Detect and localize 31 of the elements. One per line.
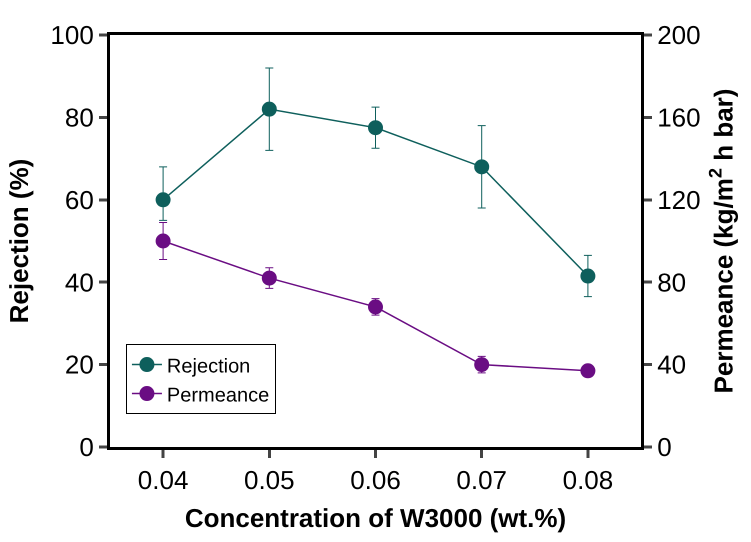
y2-tick-label: 200	[657, 20, 701, 50]
point	[368, 299, 383, 314]
point	[262, 270, 277, 286]
x-tick-label: 0.05	[244, 465, 295, 496]
x-tick-label: 0.04	[138, 465, 188, 496]
y-tick-label: 20	[64, 350, 94, 380]
point	[262, 102, 277, 117]
point	[474, 357, 490, 372]
x-axis-title: Concentration of W3000 (wt.%)	[184, 502, 566, 533]
y2-tick-label: 160	[657, 102, 701, 132]
y-tick-label: 80	[64, 102, 94, 132]
y-tick-label: 40	[64, 267, 94, 298]
y-axis-title: Rejection (%)	[4, 158, 34, 324]
y2-tick-label: 80	[657, 267, 686, 298]
point	[474, 159, 490, 174]
legend-label: Permeance	[166, 384, 270, 406]
y-tick-label: 0	[79, 432, 94, 462]
y2-tick-label: 40	[657, 350, 686, 380]
y2-tick-label: 120	[657, 184, 701, 215]
point	[580, 268, 596, 284]
x-tick-label: 0.08	[562, 465, 614, 496]
point	[156, 234, 171, 248]
legend-label: Rejection	[166, 355, 250, 378]
y-tick-label: 60	[64, 184, 94, 215]
point	[368, 120, 383, 136]
x-tick-label: 0.07	[456, 465, 508, 496]
y-tick-label: 100	[50, 20, 94, 50]
y2-tick-label: 0	[657, 432, 672, 462]
point	[156, 192, 171, 208]
point	[580, 363, 596, 378]
x-tick-label: 0.06	[350, 465, 401, 496]
